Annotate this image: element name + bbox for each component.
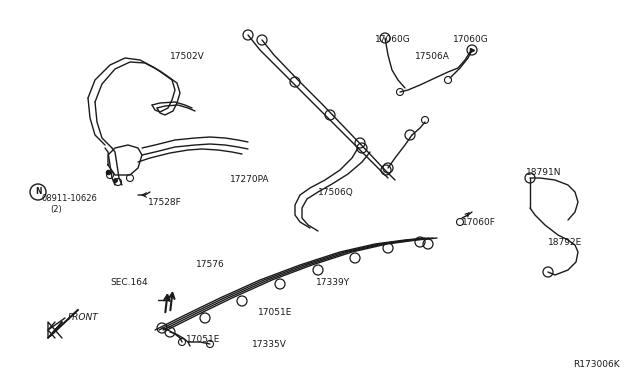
Text: 17528F: 17528F [148, 198, 182, 207]
Text: 08911-10626: 08911-10626 [42, 194, 98, 203]
Text: 18792E: 18792E [548, 238, 582, 247]
Text: 17270PA: 17270PA [230, 175, 269, 184]
Text: 17051E: 17051E [258, 308, 292, 317]
Text: 17060G: 17060G [453, 35, 489, 44]
Text: SEC.164: SEC.164 [110, 278, 148, 287]
Text: (2): (2) [50, 205, 61, 214]
Text: 17506Q: 17506Q [318, 188, 354, 197]
Text: 18791N: 18791N [526, 168, 561, 177]
Text: 17335V: 17335V [252, 340, 287, 349]
Text: 17576: 17576 [196, 260, 225, 269]
Text: 17502V: 17502V [170, 52, 205, 61]
Text: FRONT: FRONT [68, 314, 99, 323]
Text: 17060F: 17060F [462, 218, 496, 227]
Text: 17506A: 17506A [415, 52, 450, 61]
Text: 17339Y: 17339Y [316, 278, 350, 287]
Text: R173006K: R173006K [573, 360, 620, 369]
Text: N: N [35, 187, 41, 196]
Text: 17051E: 17051E [186, 335, 220, 344]
Text: 17060G: 17060G [375, 35, 411, 44]
